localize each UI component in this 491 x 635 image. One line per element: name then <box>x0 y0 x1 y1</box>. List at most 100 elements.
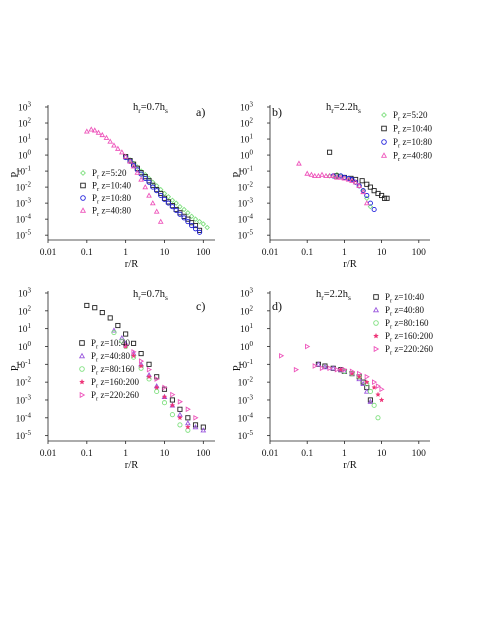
legend-entry: Pr z=160:200 <box>91 377 140 390</box>
y-tick-base: 10 <box>238 184 248 194</box>
legend-marker <box>381 112 387 118</box>
header-mid: =0.7h <box>141 289 166 300</box>
header-mid: =2.2h <box>324 289 349 300</box>
y-tick-label: 100 <box>18 340 32 353</box>
y-tick-exponent: -1 <box>247 358 253 366</box>
y-tick-base: 10 <box>240 343 250 353</box>
y-tick-label: 100 <box>18 149 32 162</box>
y-tick-exponent: -4 <box>247 213 253 221</box>
legend-marker <box>372 306 380 313</box>
legend-entry-main: P <box>91 377 96 387</box>
data-point <box>161 393 168 400</box>
legend-entry-main: P <box>385 318 390 328</box>
y-tick-label: 10-1 <box>16 358 32 371</box>
data-point <box>192 422 199 428</box>
y-tick-exponent: 2 <box>28 117 32 125</box>
y-tick-base: 10 <box>238 232 248 242</box>
header-sub: s <box>165 106 168 115</box>
data-point <box>146 373 152 380</box>
y-tick-base: 10 <box>16 414 26 424</box>
y-tick-base: 10 <box>16 168 26 178</box>
data-point <box>349 368 356 375</box>
x-tick-label: 0.1 <box>81 248 93 258</box>
y-tick-label: 103 <box>240 101 254 114</box>
panel-1: 0.01 0.1 1 10 10010310210110010-110-210-310-… <box>10 101 215 270</box>
legend-entry-rest: z=80:160 <box>392 318 429 328</box>
data-point <box>200 221 207 227</box>
data-point <box>363 200 370 206</box>
data-point <box>364 373 370 380</box>
data-point <box>375 415 381 421</box>
data-point <box>173 200 179 206</box>
y-tick-exponent: 3 <box>28 287 32 295</box>
y-tick-base: 10 <box>18 290 28 300</box>
data-point <box>177 414 183 421</box>
y-axis-label: Pr <box>232 362 245 371</box>
legend-entry-main: P <box>91 390 96 400</box>
legend-entry-rest: z=10:80 <box>400 137 432 147</box>
series-5 <box>279 343 385 393</box>
data-point <box>177 210 183 216</box>
data-point <box>327 149 333 155</box>
series-3 <box>341 368 381 421</box>
data-point <box>150 184 156 190</box>
y-tick-base: 10 <box>240 136 250 146</box>
data-point <box>334 366 340 373</box>
data-point <box>200 427 207 433</box>
y-tick-label: 10-4 <box>238 213 254 226</box>
y-tick-exponent: 2 <box>28 304 32 312</box>
legend-entry-sub: r <box>97 199 100 206</box>
data-point <box>322 364 328 370</box>
data-point <box>154 188 160 194</box>
y-tick-base: 10 <box>16 232 26 242</box>
y-tick-label: 102 <box>240 117 254 130</box>
y-tick-exponent: 1 <box>28 133 32 141</box>
legend-entry: Pr z=10:40 <box>91 338 131 351</box>
legend-marker <box>79 340 85 346</box>
legend-entry-rest: z=10:80 <box>99 193 131 203</box>
legend-entry-sub: r <box>398 129 401 136</box>
data-point <box>192 226 199 232</box>
legend-entry: Pr z=5:20 <box>92 168 127 181</box>
data-point <box>341 175 348 181</box>
y-axis-label-sub: r <box>14 169 23 172</box>
series-4 <box>296 160 370 206</box>
data-point <box>308 171 315 177</box>
panel-3: 0.01 0.1 1 10 10010310210110010-110-210-310-… <box>10 287 215 471</box>
data-point <box>103 134 110 140</box>
data-point <box>330 172 337 179</box>
x-tick-label: 100 <box>412 449 427 459</box>
data-point <box>367 184 373 190</box>
data-point <box>342 366 348 373</box>
data-point <box>311 172 318 179</box>
y-tick-base: 10 <box>238 396 248 406</box>
data-point <box>371 188 377 194</box>
y-tick-label: 102 <box>18 304 32 317</box>
data-point <box>372 379 378 386</box>
data-point <box>169 204 175 210</box>
data-point <box>138 362 144 369</box>
data-point <box>185 219 191 225</box>
data-point <box>184 424 191 430</box>
y-tick-label: 10-3 <box>16 197 32 210</box>
legend-entry-main: P <box>91 338 96 348</box>
panel-label: b) <box>272 105 282 119</box>
data-point <box>367 203 374 210</box>
legend-entry-main: P <box>385 344 390 354</box>
legend-entry-sub: r <box>390 311 393 318</box>
data-point <box>177 406 183 412</box>
x-tick-label: 0.01 <box>262 248 279 258</box>
y-tick-exponent: -1 <box>247 165 253 173</box>
data-point <box>99 131 106 138</box>
header-main: h <box>133 289 139 300</box>
y-tick-label: 101 <box>18 133 32 146</box>
y-tick-exponent: 2 <box>250 117 254 125</box>
data-point <box>142 175 148 181</box>
legend-entry-sub: r <box>97 186 100 193</box>
panel-header: hr=0.7hs <box>133 102 168 115</box>
y-tick-exponent: -3 <box>25 393 31 401</box>
data-point <box>92 305 98 311</box>
y-tick-base: 10 <box>238 379 248 389</box>
legend-entry-rest: z=220:260 <box>392 344 433 354</box>
data-point <box>173 207 179 213</box>
